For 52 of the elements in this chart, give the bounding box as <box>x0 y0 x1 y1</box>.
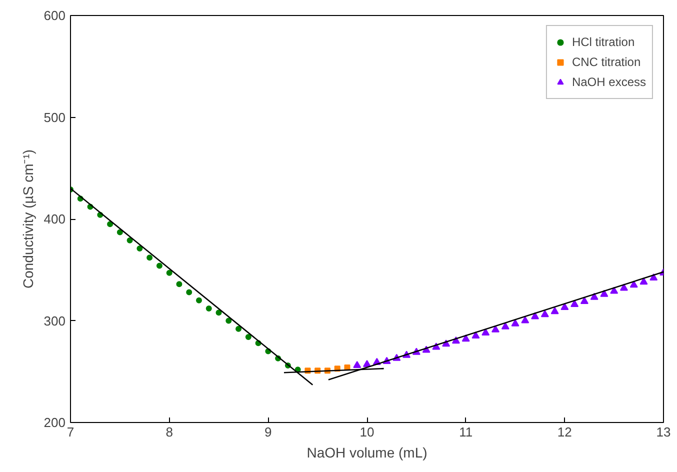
y-tick-label: 200 <box>44 415 66 430</box>
point <box>226 318 232 324</box>
point <box>166 270 172 276</box>
point <box>206 306 212 312</box>
point <box>116 229 123 236</box>
point <box>482 328 490 336</box>
point <box>146 254 153 261</box>
legend-label: NaOH excess <box>572 75 646 89</box>
y-tick-label: 300 <box>44 313 66 328</box>
x-axis-title: NaOH volume (mL) <box>306 444 428 460</box>
point <box>580 296 588 304</box>
point <box>462 334 470 342</box>
legend-label: HCl titration <box>572 35 635 49</box>
point <box>236 326 242 332</box>
point <box>620 284 628 291</box>
point <box>363 360 371 368</box>
y-tick-label: 600 <box>44 8 66 23</box>
x-tick-label: 11 <box>459 424 473 440</box>
point <box>650 273 658 281</box>
point <box>107 221 114 228</box>
point <box>216 310 222 316</box>
point <box>630 280 638 288</box>
point <box>126 237 133 244</box>
point <box>472 331 480 339</box>
y-axis-title: Conductivity (µS cm⁻¹) <box>20 149 36 289</box>
point <box>186 289 192 296</box>
point <box>540 310 549 318</box>
y-tick-label: 400 <box>44 212 66 226</box>
x-tick-label: 13 <box>656 424 671 440</box>
x-tick-label: 7 <box>66 424 74 440</box>
point <box>196 297 202 304</box>
point <box>501 322 510 330</box>
point <box>511 319 520 326</box>
point <box>136 246 143 252</box>
x-tick-label: 12 <box>557 424 572 440</box>
point <box>600 290 608 297</box>
point <box>156 262 162 269</box>
point <box>590 292 598 300</box>
x-tick-label: 10 <box>360 424 374 440</box>
point <box>550 307 559 314</box>
point <box>353 360 362 368</box>
point <box>245 334 252 340</box>
x-tick-label: 9 <box>264 424 272 440</box>
legend-label: CNC titration <box>572 55 641 69</box>
point <box>610 286 618 294</box>
y-tick-label: 500 <box>44 110 66 125</box>
point <box>640 278 648 285</box>
point <box>521 316 530 324</box>
point <box>560 302 569 310</box>
x-tick-label: 8 <box>166 424 173 440</box>
point <box>491 325 500 332</box>
point <box>176 281 182 288</box>
